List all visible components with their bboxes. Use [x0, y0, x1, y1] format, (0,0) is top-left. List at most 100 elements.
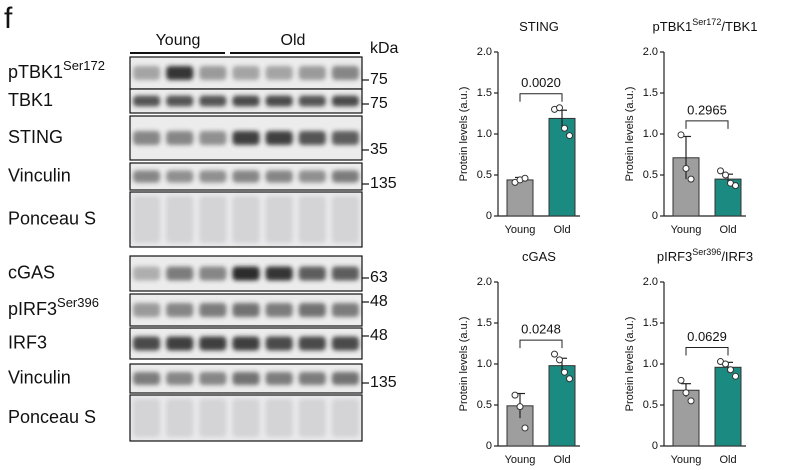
group-label: Young — [156, 32, 201, 49]
data-point — [561, 124, 568, 132]
bar — [672, 389, 700, 447]
blot-label: pTBK1Ser172 — [8, 58, 105, 81]
significance-bracket — [519, 93, 563, 102]
chart-title-text: /TBK1 — [721, 19, 757, 34]
y-tick-label: 1.0 — [477, 358, 492, 370]
blot-label-text: pTBK1 — [8, 62, 63, 82]
bar — [714, 366, 742, 447]
blot-band — [298, 371, 326, 386]
data-point — [682, 389, 690, 397]
data-point — [717, 167, 724, 175]
blot-band — [232, 66, 260, 80]
blot-label-text: Ponceau S — [8, 407, 96, 427]
blot-band — [133, 66, 161, 80]
blot-band — [166, 336, 194, 351]
blot-band — [331, 170, 359, 183]
blot-band — [166, 66, 194, 80]
y-axis-label: Protein levels (a.u.) — [624, 317, 636, 412]
chart-title-text: /IRF3 — [721, 249, 753, 264]
blot-band — [265, 371, 293, 386]
blot-band — [199, 371, 227, 386]
p-value: 0.0248 — [521, 322, 561, 337]
blot-band — [331, 66, 359, 80]
y-tick-label: 1.5 — [477, 317, 492, 329]
y-tick-label: 1.5 — [477, 87, 492, 99]
y-tick-label: 0.5 — [477, 399, 492, 411]
y-tick-label: 1.0 — [643, 128, 658, 140]
blot-band — [199, 66, 227, 80]
chart-title: cGAS — [522, 249, 556, 264]
y-tick-label: 1.0 — [643, 358, 658, 370]
y-tick-label: 0 — [486, 440, 492, 452]
blot-band — [199, 170, 227, 183]
blot-band — [265, 303, 293, 317]
blot-band — [232, 95, 260, 107]
blot-band — [232, 266, 260, 281]
blot-band — [166, 95, 194, 107]
blot-band — [265, 399, 293, 437]
x-tick-label: Old — [719, 224, 736, 236]
blot-band — [199, 196, 227, 243]
blot-band — [166, 196, 194, 243]
kda-label: 48 — [370, 293, 388, 310]
y-tick-label: 0 — [652, 440, 658, 452]
kda-label: 35 — [370, 141, 388, 158]
y-tick-label: 2.0 — [643, 276, 658, 288]
blot-band — [199, 336, 227, 351]
x-tick-label: Old — [719, 454, 736, 466]
data-point — [521, 424, 529, 432]
blot-label-text: Vinculin — [8, 165, 71, 185]
blot-band — [232, 371, 260, 386]
blot-band — [232, 170, 260, 183]
x-tick-label: Young — [671, 454, 702, 466]
group-label: Old — [281, 32, 306, 49]
kda-label: 75 — [370, 95, 388, 112]
blot-band — [133, 170, 161, 183]
data-point — [521, 174, 529, 182]
data-point — [727, 366, 734, 374]
blot-label: TBK1 — [8, 90, 53, 110]
blot-band — [298, 303, 326, 317]
data-point — [556, 104, 563, 112]
blot-label: Ponceau S — [8, 407, 96, 427]
blot-label: cGAS — [8, 262, 55, 282]
blot-band — [265, 336, 293, 351]
blot-band — [265, 95, 293, 107]
y-tick-label: 0.5 — [643, 169, 658, 181]
kda-label: 63 — [370, 269, 388, 286]
blot-band — [331, 196, 359, 243]
p-value: 0.2965 — [687, 102, 727, 117]
data-point — [551, 350, 558, 358]
blot-band — [232, 196, 260, 243]
blot-label: STING — [8, 127, 63, 147]
blot-label-text: pIRF3 — [8, 299, 57, 319]
blot-label: Vinculin — [8, 367, 71, 387]
blot-label-sup: Ser172 — [63, 58, 105, 73]
blot-band — [298, 66, 326, 80]
kda-label: 75 — [370, 71, 388, 88]
blot-band — [331, 266, 359, 281]
chart-title: pTBK1Ser172/TBK1 — [653, 17, 758, 34]
data-point — [677, 376, 685, 384]
p-value: 0.0020 — [521, 75, 561, 90]
blot-band — [133, 266, 161, 281]
kda-label: 135 — [370, 374, 397, 391]
blot-label-sup: Ser396 — [57, 295, 99, 310]
y-tick-label: 0.5 — [643, 399, 658, 411]
blot-band — [232, 336, 260, 351]
chart-title: pIRF3Ser396/IRF3 — [657, 247, 753, 264]
blot-label-text: Vinculin — [8, 367, 71, 387]
data-point — [732, 372, 739, 380]
bar — [506, 179, 534, 217]
blot-label: pIRF3Ser396 — [8, 295, 99, 318]
data-point — [687, 397, 695, 405]
blot-label: Ponceau S — [8, 208, 96, 228]
blot-label-text: TBK1 — [8, 90, 53, 110]
y-axis-label: Protein levels (a.u.) — [458, 317, 470, 412]
blot-band — [331, 303, 359, 317]
blot-band — [232, 131, 260, 145]
significance-bracket — [685, 347, 729, 356]
y-tick-label: 1.5 — [643, 87, 658, 99]
blot-band — [298, 196, 326, 243]
